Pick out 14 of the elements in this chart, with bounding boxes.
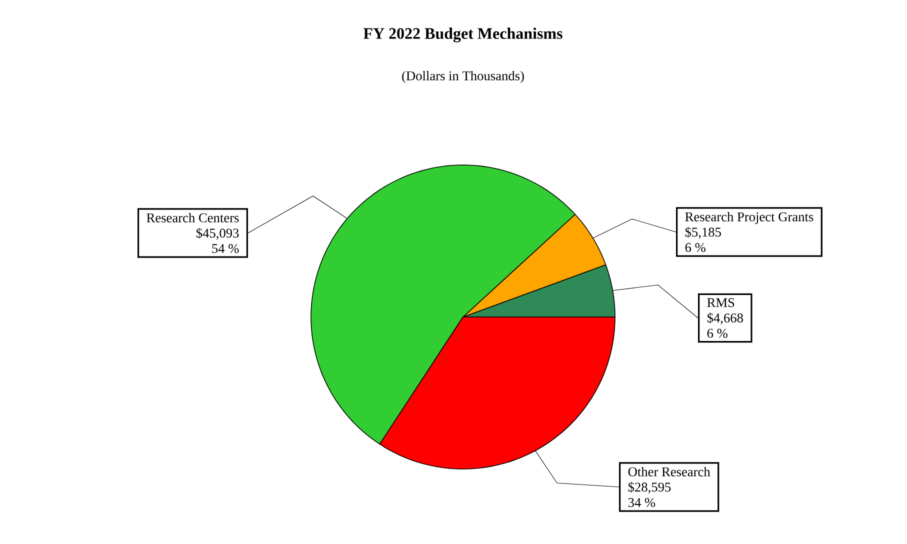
slice-label: RMS (707, 298, 734, 308)
chart-subtitle: (Dollars in Thousands) (402, 70, 524, 84)
data-label: $28,595 (628, 482, 671, 494)
text: 6 % (685, 243, 706, 252)
slice-label: Other Research (628, 466, 710, 476)
text: 54 % (212, 244, 239, 254)
slice-label: Research Project Grants (685, 212, 814, 224)
slice-label: Research Centers (146, 212, 239, 222)
text: 6 % (707, 328, 728, 338)
data-label: $45,093 (196, 228, 239, 240)
data-label: $4,668 (707, 312, 743, 324)
data-label: $5,185 (685, 226, 721, 239)
chart-title: FY 2022 Budget Mechanisms (364, 28, 562, 42)
text: 34 % (628, 498, 656, 508)
